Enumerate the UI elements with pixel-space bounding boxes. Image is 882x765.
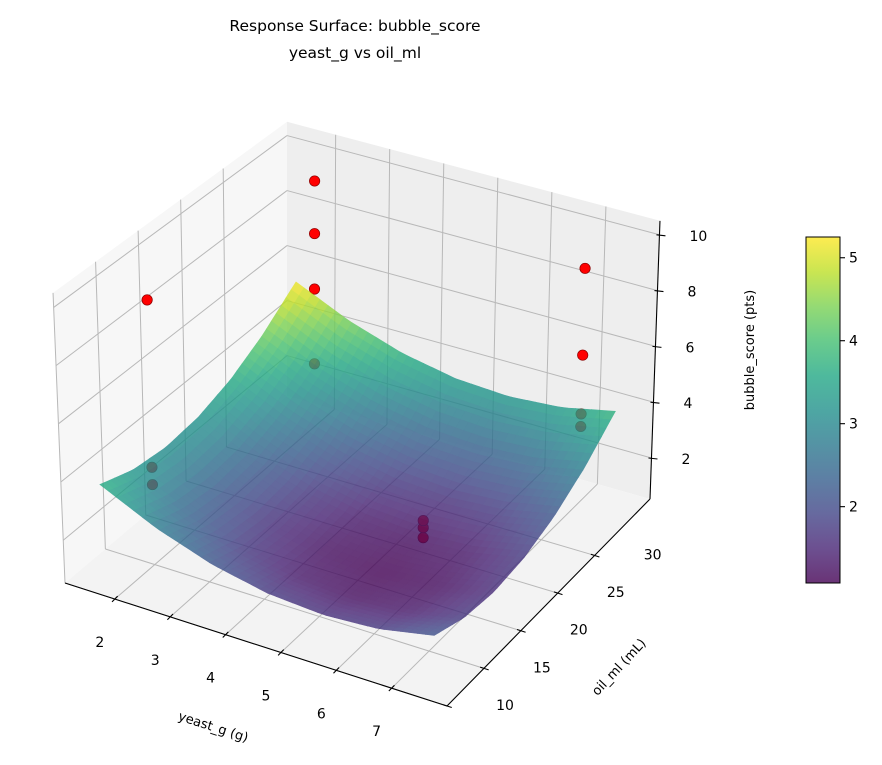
x-tick-label: 7 xyxy=(372,724,381,740)
y-tick-mark xyxy=(479,666,489,671)
surface-patch xyxy=(424,631,440,636)
x-tick-mark xyxy=(277,649,285,656)
colorbar-tick-label: 2 xyxy=(849,500,858,516)
data-point xyxy=(141,294,153,306)
gridline-z xyxy=(286,300,654,403)
y-tick-label: 25 xyxy=(607,585,625,601)
gridline-z xyxy=(286,245,656,347)
gridline-y xyxy=(105,548,485,669)
left-pane xyxy=(53,121,287,584)
x-axis-line xyxy=(64,582,448,707)
y-tick-label: 30 xyxy=(644,547,662,563)
z-axis-label: bubble_score (pts) xyxy=(743,290,758,410)
y-tick-mark xyxy=(516,628,526,633)
x-tick-mark xyxy=(222,631,229,638)
chart-title: Response Surface: bubble_score xyxy=(229,17,480,36)
x-tick-mark xyxy=(388,684,395,692)
colorbar-frame xyxy=(805,236,841,584)
x-tick-mark xyxy=(166,613,174,621)
z-tick-mark xyxy=(652,345,662,348)
x-tick-mark xyxy=(111,595,119,603)
z-tick-label: 10 xyxy=(689,229,707,245)
x-tick-label: 3 xyxy=(151,653,160,669)
x-tick-label: 4 xyxy=(206,671,215,687)
colorbar-gradient xyxy=(806,237,840,583)
y-axis-line xyxy=(446,498,651,707)
y-tick-mark xyxy=(590,553,600,558)
gridline-z xyxy=(60,300,288,483)
response-surface xyxy=(99,281,616,636)
x-tick-label: 5 xyxy=(261,689,270,705)
y-tick-label: 15 xyxy=(533,660,551,676)
y-tick-mark xyxy=(443,704,452,709)
x-tick-label: 6 xyxy=(317,706,326,722)
z-axis-line xyxy=(649,220,661,500)
x-axis-label: yeast_g (g) xyxy=(176,709,250,746)
tick-labels: 2 3 4 5 6 7 10 15 20 25 30 2 4 6 8 10 xyxy=(95,229,707,740)
data-point xyxy=(309,228,321,240)
colorbar-tick-label: 5 xyxy=(849,251,858,267)
gridline-z xyxy=(286,190,658,292)
gridline-y xyxy=(52,292,66,584)
chart-subtitle: yeast_g vs oil_ml xyxy=(289,44,421,63)
y-tick-label: 20 xyxy=(570,623,588,639)
gridline-z xyxy=(55,190,288,367)
data-point xyxy=(308,283,321,295)
gridline-z xyxy=(53,135,288,308)
z-tick-label: 2 xyxy=(681,452,690,468)
data-point xyxy=(579,262,591,274)
z-tick-mark xyxy=(654,290,664,293)
gridline-z xyxy=(286,135,660,236)
x-tick-label: 2 xyxy=(95,635,104,651)
colorbar: 2 3 4 5 xyxy=(805,236,858,584)
gridline-y xyxy=(95,261,106,550)
colorbar-tick-label: 4 xyxy=(849,334,858,350)
colorbar-tick-label: 3 xyxy=(849,417,858,433)
z-tick-label: 6 xyxy=(685,340,694,356)
x-tick-mark xyxy=(333,667,340,674)
y-axis-label: oil_ml (mL) xyxy=(589,636,649,699)
z-tick-mark xyxy=(650,401,660,404)
z-tick-label: 8 xyxy=(687,285,696,301)
axis-lines xyxy=(64,220,661,707)
z-tick-label: 4 xyxy=(683,396,692,412)
y-tick-label: 10 xyxy=(496,698,514,714)
gridline-z xyxy=(58,245,288,425)
data-point xyxy=(577,349,589,361)
z-tick-mark xyxy=(656,234,666,237)
z-tick-mark xyxy=(648,457,658,460)
y-tick-mark xyxy=(553,591,563,596)
data-point xyxy=(309,175,321,187)
